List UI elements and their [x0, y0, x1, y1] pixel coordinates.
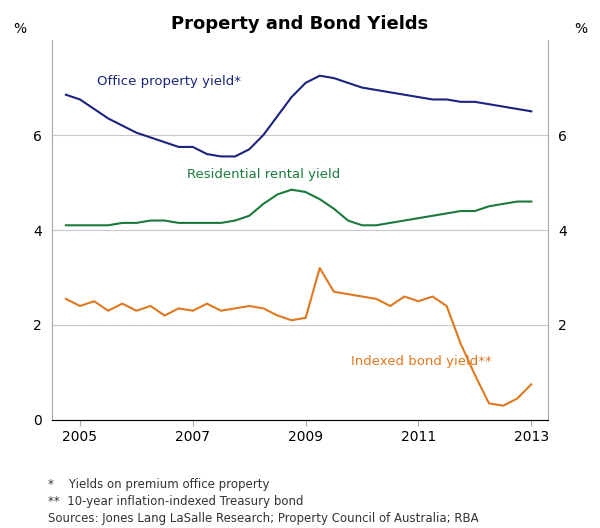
Text: Office property yield*: Office property yield* [97, 75, 241, 88]
Text: Indexed bond yield**: Indexed bond yield** [351, 355, 491, 369]
Title: Property and Bond Yields: Property and Bond Yields [172, 15, 428, 33]
Text: **  10-year inflation-indexed Treasury bond: ** 10-year inflation-indexed Treasury bo… [48, 495, 304, 508]
Text: %: % [13, 22, 26, 36]
Text: Sources: Jones Lang LaSalle Research; Property Council of Australia; RBA: Sources: Jones Lang LaSalle Research; Pr… [48, 512, 479, 525]
Text: Residential rental yield: Residential rental yield [187, 168, 340, 181]
Text: *    Yields on premium office property: * Yields on premium office property [48, 478, 269, 491]
Text: %: % [574, 22, 587, 36]
